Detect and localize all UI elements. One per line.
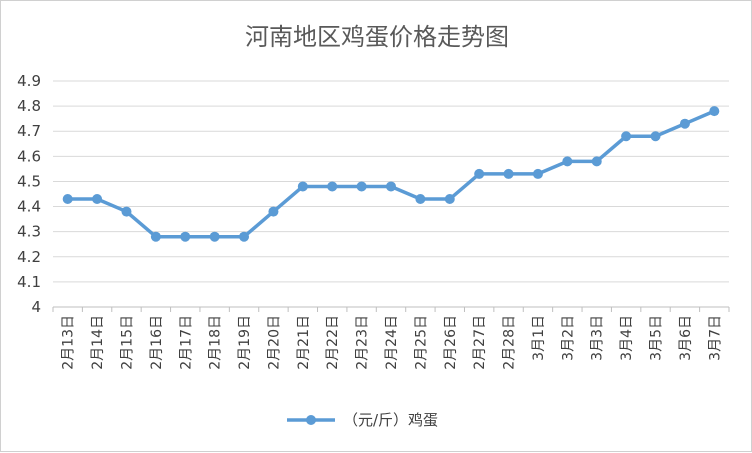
x-tick-label: 3月6日 <box>678 315 694 361</box>
data-point <box>327 181 338 192</box>
data-point <box>239 231 250 242</box>
data-point <box>268 206 279 217</box>
data-point <box>209 231 220 242</box>
x-tick-label: 2月15日 <box>119 315 135 370</box>
y-tick-label: 4.9 <box>17 72 41 90</box>
y-tick-label: 4 <box>31 298 41 316</box>
data-point <box>386 181 396 192</box>
data-point <box>444 194 455 205</box>
data-point <box>121 206 132 217</box>
grid-lines <box>53 80 729 308</box>
x-tick-label: 2月24日 <box>384 315 400 370</box>
y-tick-label: 4.7 <box>17 122 41 140</box>
x-tick-label: 2月17日 <box>178 315 194 370</box>
y-tick-label: 4.1 <box>17 273 41 291</box>
legend: （元/斤）鸡蛋 <box>287 411 438 429</box>
x-tick-label: 2月25日 <box>413 315 429 370</box>
data-point <box>532 168 543 179</box>
data-point <box>474 168 485 179</box>
data-point <box>679 118 690 129</box>
data-point <box>621 131 632 142</box>
legend-label: （元/斤）鸡蛋 <box>343 411 438 429</box>
series-egg-price <box>62 106 720 242</box>
y-tick-label: 4.8 <box>17 97 41 115</box>
x-tick-label: 2月26日 <box>443 315 459 370</box>
x-tick-label: 3月7日 <box>707 315 723 361</box>
data-point <box>415 194 426 205</box>
x-tick-label: 3月5日 <box>649 315 665 361</box>
x-axis-ticks: 2月13日 2月14日 2月15日 2月16日 2月17日 2月18日 2月19日 2月20日… <box>52 307 730 370</box>
y-axis-ticks: 4 4.1 4.2 4.3 4.4 4.5 4.6 4.7 4.8 4.9 <box>17 72 41 316</box>
x-tick-label: 2月14日 <box>90 315 106 370</box>
y-tick-label: 4.2 <box>17 248 41 266</box>
x-tick-label: 2月18日 <box>208 315 224 370</box>
y-tick-label: 4.3 <box>17 223 41 241</box>
data-point <box>503 168 514 179</box>
x-tick-label: 3月1日 <box>531 315 547 361</box>
data-point <box>356 181 367 192</box>
x-tick-label: 2月28日 <box>502 315 518 370</box>
x-tick-label: 2月19日 <box>237 315 253 370</box>
y-tick-label: 4.4 <box>17 198 41 216</box>
data-point <box>562 156 573 167</box>
data-point <box>650 131 661 142</box>
data-point <box>297 181 308 192</box>
x-tick-label: 3月4日 <box>619 315 635 361</box>
x-tick-label: 2月21日 <box>296 315 312 370</box>
x-tick-label: 2月13日 <box>61 315 77 370</box>
data-point <box>150 231 161 242</box>
x-tick-label: 2月27日 <box>472 315 488 370</box>
data-point <box>92 194 103 205</box>
y-tick-label: 4.6 <box>17 147 41 165</box>
chart-title: 河南地区鸡蛋价格走势图 <box>245 23 509 51</box>
data-point <box>62 194 73 205</box>
y-tick-label: 4.5 <box>17 172 41 190</box>
series-line <box>67 109 715 239</box>
x-tick-label: 3月3日 <box>590 315 606 361</box>
x-tick-label: 3月2日 <box>560 315 576 361</box>
data-point <box>591 156 602 167</box>
x-tick-label: 2月23日 <box>355 315 371 370</box>
x-tick-label: 2月16日 <box>149 315 165 370</box>
legend-marker-swatch <box>306 415 316 425</box>
x-tick-label: 2月22日 <box>325 315 341 370</box>
data-point <box>180 231 191 242</box>
data-point <box>709 106 720 117</box>
x-tick-label: 2月20日 <box>266 315 282 370</box>
